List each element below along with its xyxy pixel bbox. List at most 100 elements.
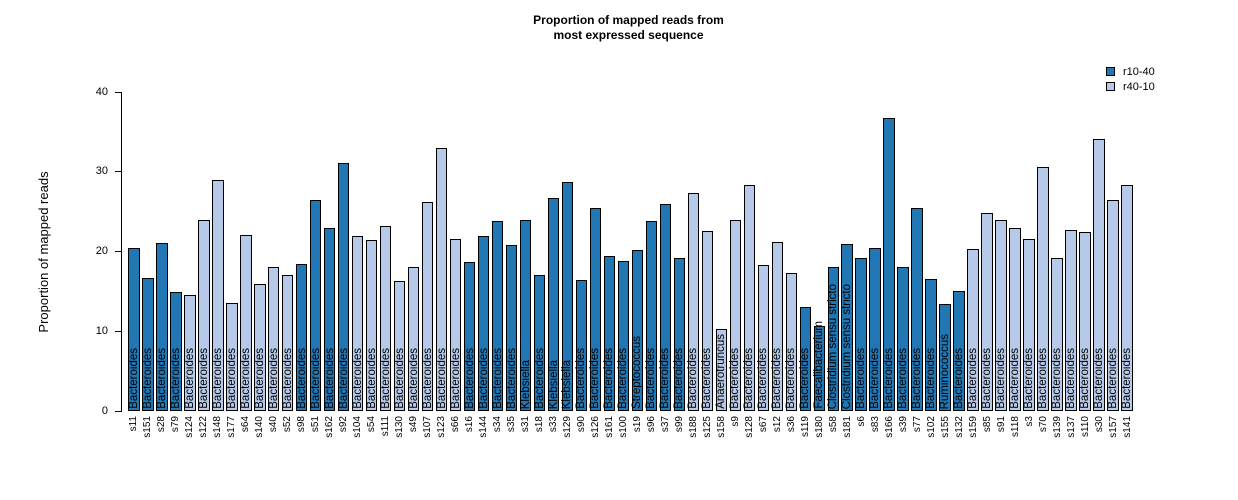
bar-taxon-label-s11: Bacteroides: [127, 348, 140, 409]
x-tick-label-s161: s161: [603, 416, 615, 438]
bar-s122: [197, 219, 210, 411]
y-tick: [115, 251, 122, 252]
x-tick-label-s155: s155: [939, 416, 951, 438]
x-tick-label-s157: s157: [1107, 416, 1119, 438]
bar-s96: [645, 221, 658, 411]
legend: r10-40 r40-10: [1106, 64, 1155, 94]
bar-s33: [547, 198, 560, 411]
bar-s128: [743, 184, 756, 411]
bar-s118: [1009, 228, 1021, 411]
x-tick-label-s49: s49: [408, 416, 420, 433]
bar-s92: [337, 162, 350, 411]
legend-item-r10-40: r10-40: [1106, 64, 1155, 79]
x-tick-label-s119: s119: [799, 416, 811, 437]
x-tick-label-s30: s30: [1093, 416, 1105, 433]
bar-s64: [239, 234, 252, 411]
x-tick-label-s128: s128: [743, 416, 755, 438]
bar-taxon-label-s51: Bacteroides: [309, 348, 322, 409]
bar-s104: [351, 236, 364, 411]
bar-taxon-label-s91: Bacteroides: [995, 348, 1008, 409]
x-tick-label-s18: s18: [534, 416, 545, 433]
x-tick-label-s39: s39: [897, 416, 909, 433]
bar-s162: [323, 228, 336, 411]
x-tick-label-s54: s54: [366, 416, 378, 433]
bar-taxon-label-s67: Bacteroides: [757, 348, 770, 409]
x-tick-label-s85: s85: [981, 416, 993, 433]
x-tick-label-s9: s9: [729, 416, 741, 427]
x-tick-label-s188: s188: [687, 416, 699, 438]
x-tick-label-s181: s181: [841, 416, 853, 438]
bar-taxon-label-s77: Bacteroides: [911, 348, 924, 409]
bar-taxon-label-s110: Bacteroides: [1079, 348, 1092, 409]
bar-s11: [128, 247, 140, 411]
x-tick-label-s51: s51: [310, 416, 322, 433]
x-tick-label-s19: s19: [631, 416, 643, 433]
bar-s110: [1079, 232, 1091, 411]
bar-taxon-label-s90: Bacteroides: [575, 348, 588, 409]
bar-taxon-label-s66: Bacteroides: [449, 348, 462, 409]
bar-taxon-label-s35: Bacteroides: [505, 348, 518, 409]
bar-s90: [575, 280, 588, 411]
bar-s66: [449, 238, 462, 411]
x-tick-label-s102: s102: [925, 416, 937, 438]
bar-taxon-label-s100: Bacteroides: [617, 348, 630, 409]
bar-s77: [911, 208, 924, 411]
x-tick-label-s98: s98: [296, 416, 308, 433]
bar-taxon-label-s124: Bacteroides: [183, 348, 196, 409]
x-tick-label-s123: s123: [436, 416, 448, 438]
bar-taxon-label-s64: Bacteroides: [239, 348, 252, 409]
y-tick-label: 20: [95, 245, 108, 257]
bar-s35: [505, 245, 518, 411]
bar-taxon-label-s188: Bacteroides: [687, 348, 700, 409]
bar-taxon-label-s181: Clostridium sensu stricto: [841, 283, 854, 409]
bar-taxon-label-s40: Bacteroides: [267, 348, 280, 409]
x-tick-label-s28: s28: [156, 416, 168, 433]
bar-s37: [659, 204, 672, 411]
bar-s119: [799, 307, 812, 411]
x-tick-label-s124: s124: [184, 416, 196, 438]
bar-s139: [1051, 257, 1063, 411]
bar-taxon-label-s111: Bacteroides: [379, 348, 392, 409]
bar-taxon-label-s151: Bacteroides: [141, 348, 154, 409]
bar-taxon-label-s85: Bacteroides: [981, 348, 994, 409]
x-tick-label-s40: s40: [268, 416, 280, 433]
bar-taxon-label-s34: Bacteroides: [491, 348, 504, 409]
bar-s144: [477, 236, 490, 411]
bar-taxon-label-s148: Bacteroides: [211, 348, 224, 409]
bar-s85: [981, 213, 993, 411]
bar-s54: [365, 240, 378, 411]
x-tick-label-s111: s111: [380, 416, 392, 437]
y-tick: [115, 410, 122, 412]
y-tick: [115, 330, 122, 332]
x-tick-label-s130: s130: [394, 416, 406, 438]
bar-s58: [827, 266, 840, 411]
bar-s16: [463, 261, 476, 411]
x-tick-label-s11: s11: [128, 416, 140, 432]
bar-taxon-label-s52: Bacteroides: [281, 348, 294, 409]
bar-taxon-label-s16: Bacteroides: [463, 348, 476, 409]
bar-s124: [183, 294, 196, 411]
x-tick-label-s6: s6: [855, 416, 867, 427]
bar-s188: [687, 192, 700, 411]
x-tick-label-s140: s140: [254, 416, 266, 438]
x-tick-label-s104: s104: [352, 416, 364, 438]
bar-s107: [421, 202, 434, 411]
bar-s181: [841, 244, 854, 411]
chart-title-line2: most expressed sequence: [553, 28, 704, 42]
y-tick-label: 30: [95, 165, 108, 178]
bar-taxon-label-s9: Bacteroides: [729, 348, 742, 409]
bar-taxon-label-s79: Bacteroides: [169, 348, 182, 409]
y-tick: [115, 91, 122, 93]
bar-s6: [855, 257, 868, 411]
x-tick-label-s159: s159: [967, 416, 979, 438]
bar-s99: [673, 257, 686, 411]
bar-s123: [435, 147, 448, 411]
bar-s49: [407, 266, 420, 411]
x-tick-label-s31: s31: [520, 416, 532, 433]
x-tick-label-s92: s92: [338, 416, 350, 433]
x-tick-label-s34: s34: [492, 416, 504, 433]
bar-s111: [379, 225, 392, 411]
x-tick-label-s12: s12: [771, 416, 783, 433]
x-tick-label-s166: s166: [883, 416, 895, 438]
bar-taxon-label-s31: Klebsiella: [519, 359, 532, 409]
